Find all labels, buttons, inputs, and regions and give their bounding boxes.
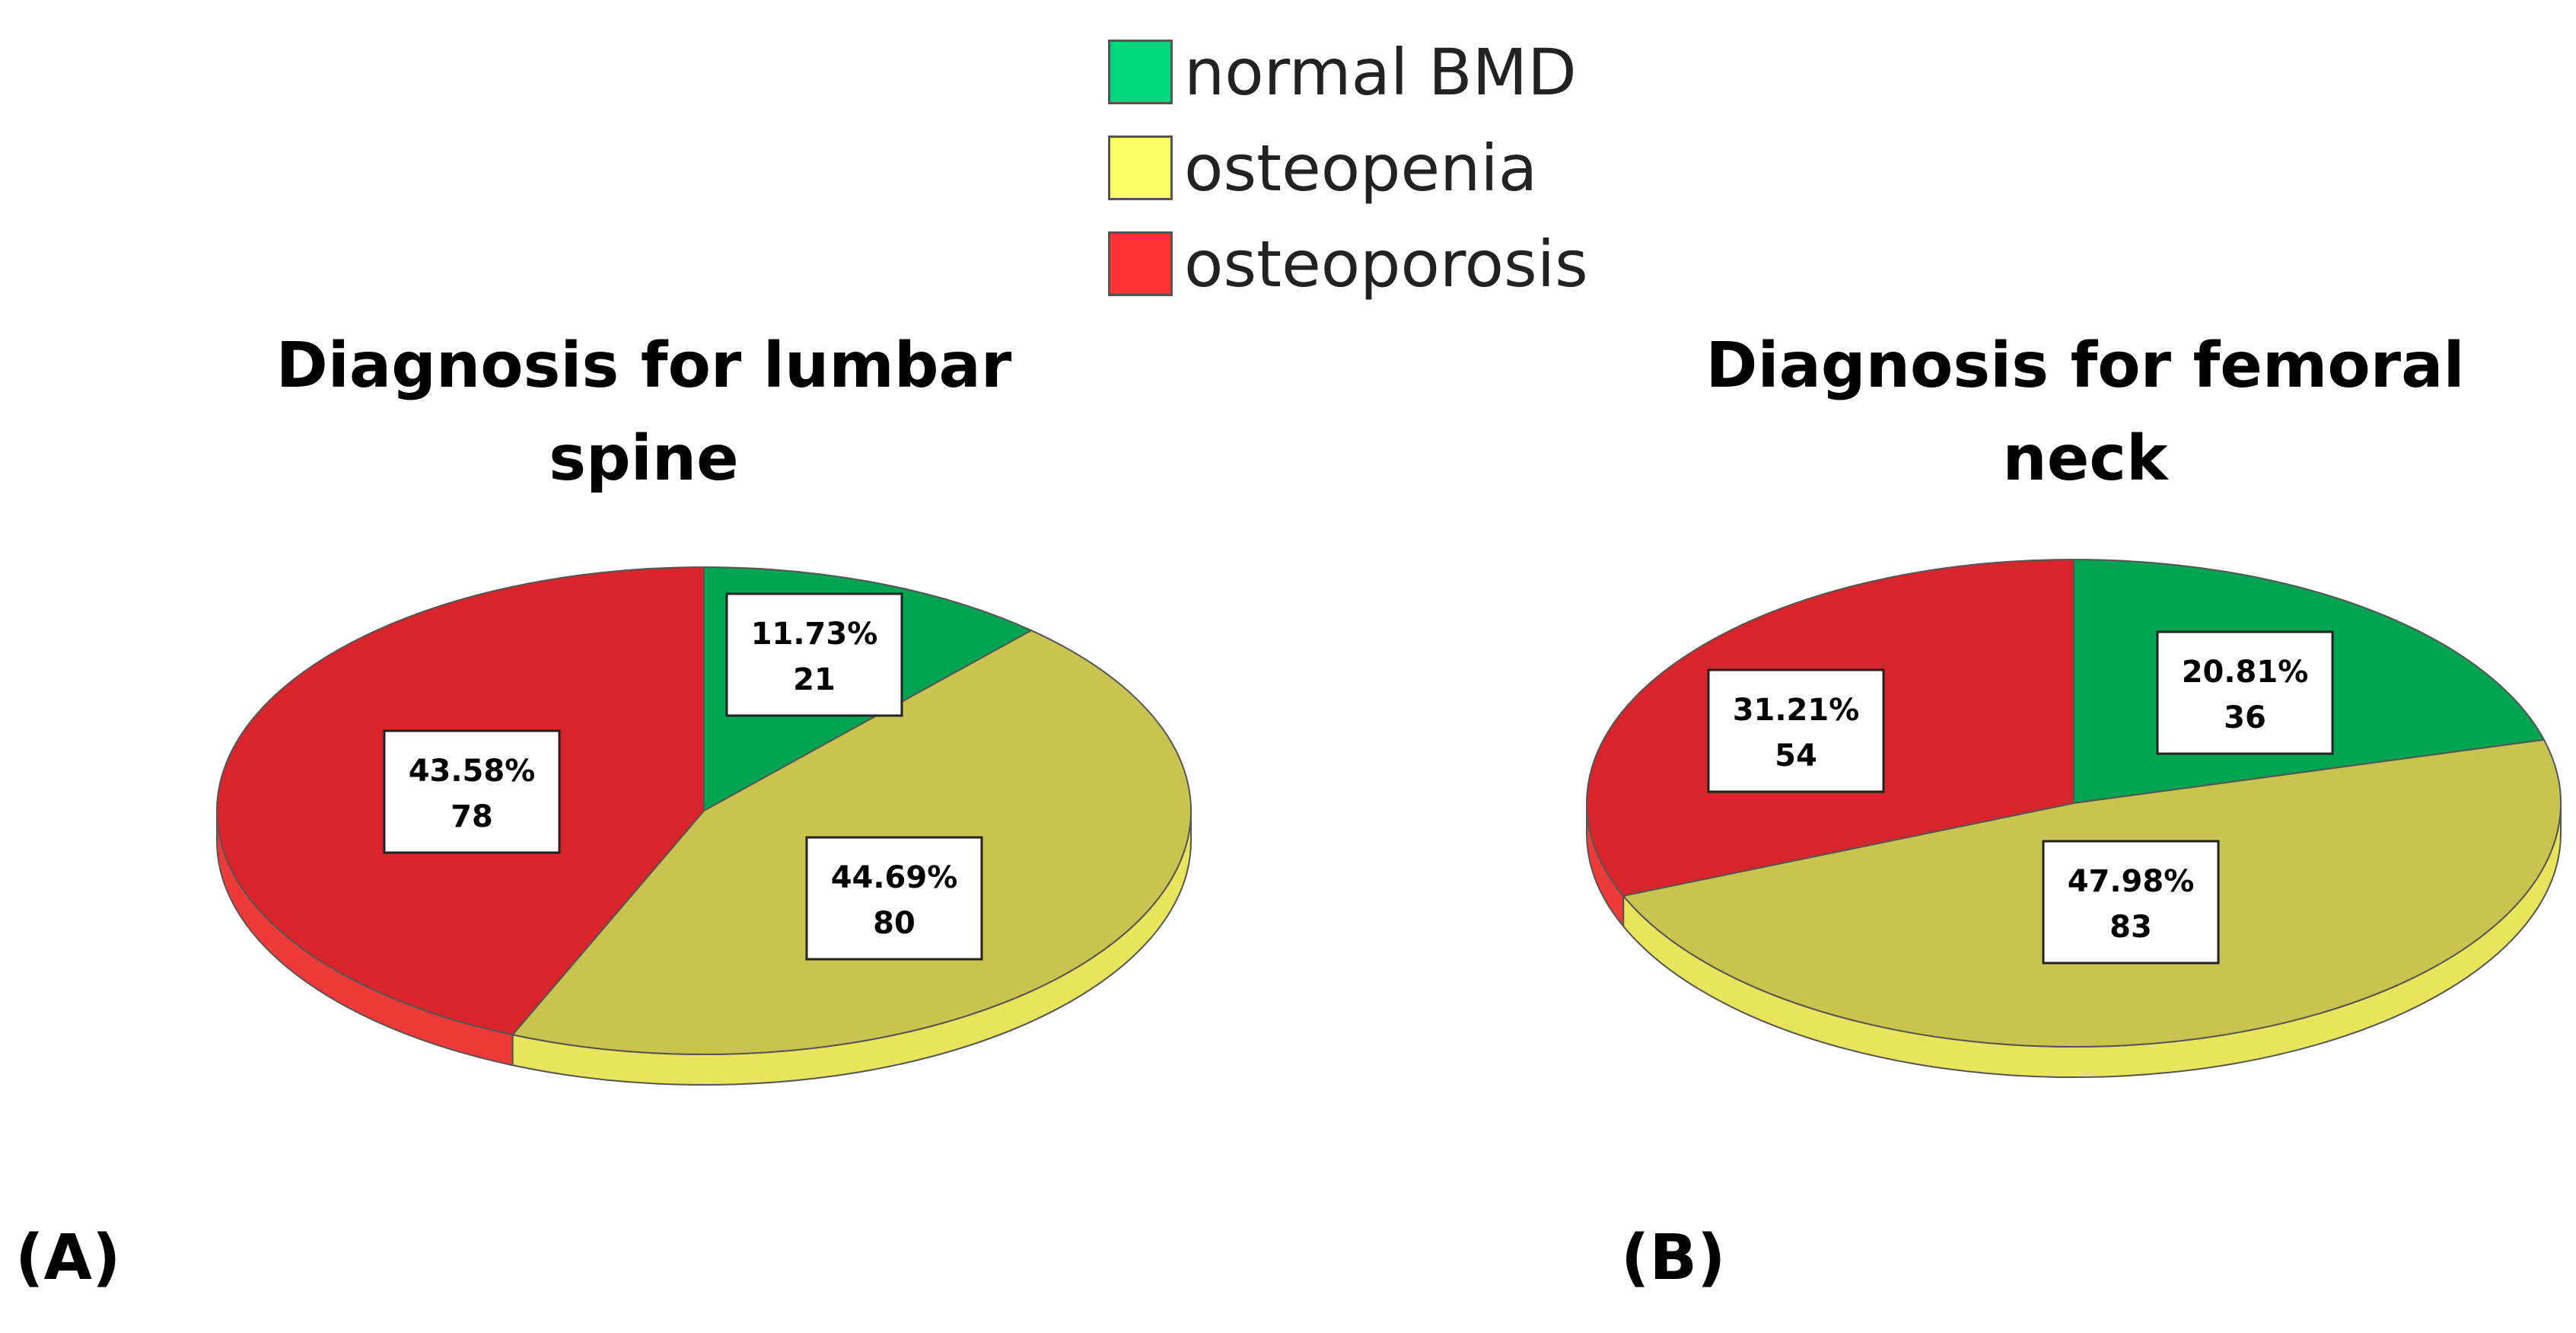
data-label-percent: 44.69% [831, 860, 958, 895]
data-label-count: 83 [2110, 910, 2152, 945]
chart-title-lumbar-spine: Diagnosis for lumbar spine [149, 320, 1138, 505]
chart-title-line: spine [549, 423, 739, 495]
legend-swatch-osteopenia [1108, 136, 1173, 200]
data-label-percent: 20.81% [2182, 655, 2309, 690]
chart-title-line: Diagnosis for lumbar [275, 330, 1012, 402]
data-label-count: 54 [1775, 738, 1817, 773]
data-label-box [725, 592, 903, 717]
data-label-osteoporosis: 43.58% 78 [383, 729, 561, 854]
data-label-percent: 47.98% [2068, 864, 2195, 899]
data-label-box [383, 729, 561, 854]
data-label-osteopenia: 47.98% 83 [2042, 840, 2220, 965]
chart-title-femoral-neck: Diagnosis for femoral neck [1590, 320, 2576, 505]
panel-label-a: (A) [15, 1222, 121, 1294]
data-label-osteopenia: 44.69% 80 [805, 836, 983, 961]
chart-title-line: neck [2002, 423, 2168, 495]
pie-chart-lumbar-spine: 11.73% 21 44.69% 80 43.58% 78 [216, 566, 1192, 1086]
data-label-box [2042, 840, 2220, 965]
legend-label-osteoporosis: osteoporosis [1184, 227, 1588, 301]
data-label-box [805, 836, 983, 961]
data-label-count: 21 [793, 662, 836, 697]
legend-label-normal-bmd: normal BMD [1184, 35, 1577, 110]
data-label-count: 78 [451, 799, 493, 834]
data-label-count: 36 [2224, 700, 2266, 735]
pie-chart-femoral-neck: 20.81% 36 47.98% 83 31.21% 54 [1586, 558, 2562, 1078]
legend-swatch-normal-bmd [1108, 40, 1173, 104]
data-label-normal-bmd: 11.73% 21 [725, 592, 903, 717]
legend-label-osteopenia: osteopenia [1184, 131, 1538, 206]
panel-label-b: (B) [1621, 1222, 1726, 1294]
data-label-box [1707, 668, 1885, 793]
chart-title-line: Diagnosis for femoral [1705, 330, 2465, 402]
data-label-normal-bmd: 20.81% 36 [2156, 630, 2334, 755]
data-label-box [2156, 630, 2334, 755]
data-label-count: 80 [873, 906, 915, 941]
data-label-percent: 31.21% [1733, 693, 1860, 728]
data-label-percent: 11.73% [751, 617, 878, 652]
data-label-osteoporosis: 31.21% 54 [1707, 668, 1885, 793]
legend-swatch-osteoporosis [1108, 231, 1173, 296]
data-label-percent: 43.58% [409, 754, 536, 789]
